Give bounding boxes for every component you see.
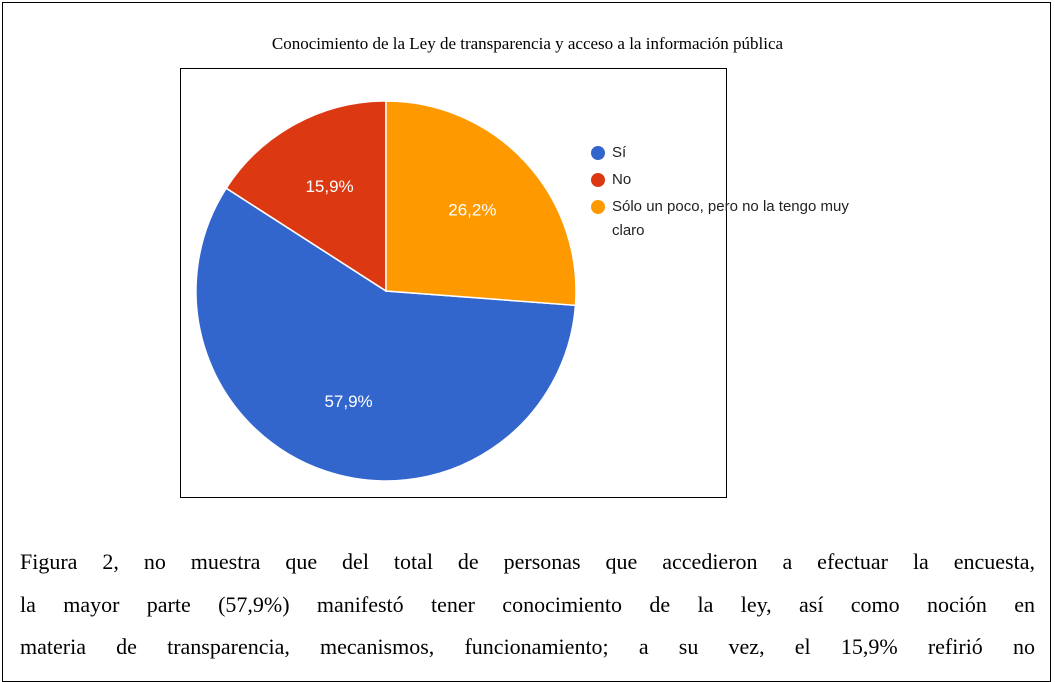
legend-marker [591, 146, 605, 160]
legend-marker [591, 200, 605, 214]
caption-line: la mayor parte (57,9%) manifestó tener c… [20, 591, 1035, 617]
caption-line: materia de transparencia, mecanismos, fu… [20, 634, 1035, 659]
pie-slice [195, 187, 577, 482]
pie-slice [225, 100, 387, 293]
legend-marker [591, 173, 605, 187]
legend-label: Sí [612, 144, 627, 161]
data-label: 26,2% [448, 200, 496, 219]
legend-label: No [612, 171, 632, 188]
legend-label: Sólo un poco, pero no la tengo muy claro [612, 198, 849, 239]
pie-slice [385, 100, 577, 307]
chart-title: Conocimiento de la Ley de transparencia … [271, 34, 784, 53]
data-label: 57,9% [324, 392, 372, 411]
caption-line: Figura 2, no muestra que del total de pe… [20, 549, 1035, 574]
data-label: 15,9% [305, 177, 353, 196]
chart-box [180, 68, 727, 498]
